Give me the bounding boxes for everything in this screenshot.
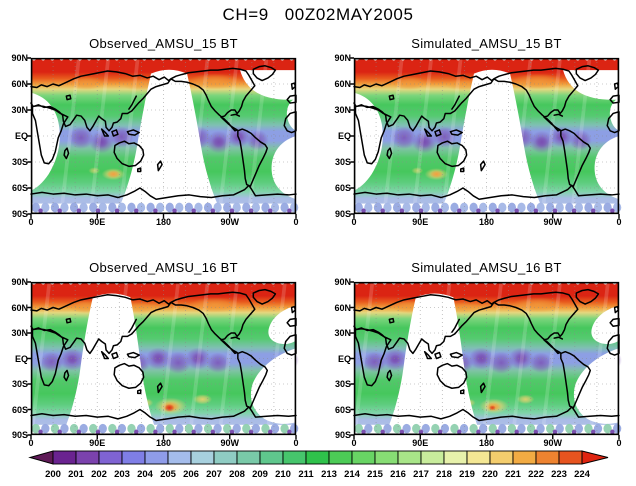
colorbar-tick-label: 203 <box>114 469 130 480</box>
lon-label: 0 <box>351 438 357 448</box>
lon-label: 90E <box>89 438 106 448</box>
colorbar-tick-label: 213 <box>321 469 337 480</box>
lat-label: 30N <box>334 105 351 115</box>
colorbar-tick-label: 205 <box>160 469 177 480</box>
lon-label: 180 <box>478 438 495 448</box>
lon-label: 0 <box>28 217 34 227</box>
panel-title: Simulated_AMSU_15 BT <box>411 36 562 51</box>
map-observed-amsu-15-bt <box>31 54 304 214</box>
lat-label: 30S <box>334 379 351 389</box>
colorbar-tick-label: 214 <box>344 469 361 480</box>
lon-label: 180 <box>155 438 172 448</box>
lat-label: 60S <box>11 404 28 415</box>
lon-label: 0 <box>293 438 299 448</box>
lon-label: 0 <box>28 438 34 448</box>
colorbar-tick-label: 220 <box>482 469 498 480</box>
lat-label: EQ <box>14 353 28 364</box>
lat-label: EQ <box>337 131 351 141</box>
colorbar-tick-label: 208 <box>229 469 245 480</box>
panel-observed-amsu-15-bt: Observed_AMSU_15 BT 90N 60N 30N EQ 30S 60S 90S 0… <box>0 34 305 236</box>
lat-label: 30S <box>11 157 28 167</box>
colorbar-left-arrow <box>28 450 54 465</box>
colorbar-tick-label: 209 <box>252 469 268 480</box>
lon-label: 90E <box>89 217 106 227</box>
lat-label: 90N <box>334 277 351 287</box>
colorbar: 200 201 202 203 204 205 206 207 208 209 210 211 213 2… <box>28 450 609 480</box>
lon-label: 180 <box>155 217 172 227</box>
colorbar-tick-label: 206 <box>183 469 199 480</box>
lon-label: 90E <box>412 217 429 227</box>
lat-label: 30N <box>334 328 351 338</box>
colorbar-tick-label: 201 <box>68 469 85 480</box>
panel-title: Observed_AMSU_16 BT <box>89 260 238 275</box>
colorbar-tick-label: 210 <box>275 469 291 480</box>
lat-label: 60S <box>11 183 28 193</box>
colorbar-tick-label: 200 <box>45 469 61 480</box>
lon-label: 90E <box>412 438 429 448</box>
panel-observed-amsu-16-bt: Observed_AMSU_16 BT 90N 60N 30N EQ 30S 60S 90S 0… <box>0 258 305 457</box>
panel-title: Simulated_AMSU_16 BT <box>411 260 562 275</box>
lat-label: 30S <box>11 379 28 389</box>
colorbar-right-arrow <box>581 450 609 465</box>
lat-label: EQ <box>14 131 28 141</box>
lat-label: 90S <box>11 430 28 440</box>
colorbar-tick-label: 221 <box>505 469 522 480</box>
colorbar-tick-label: 219 <box>459 469 475 480</box>
colorbar-tick-label: 207 <box>206 469 222 480</box>
colorbar-tick-label: 216 <box>390 469 406 480</box>
lat-label: 60N <box>334 79 351 89</box>
lon-label: 0 <box>616 217 622 227</box>
map-observed-amsu-16-bt <box>31 278 304 435</box>
lat-label: 30N <box>11 105 28 115</box>
lon-label: 180 <box>478 217 495 227</box>
lat-label: 30N <box>11 328 28 338</box>
lon-label: 0 <box>616 438 622 448</box>
lat-label: 90S <box>11 209 28 219</box>
panel-simulated-amsu-15-bt: Simulated_AMSU_15 BT 90N 60N 30N EQ 30S 60S 90S… <box>323 34 628 236</box>
lat-label: 60S <box>334 183 351 193</box>
map-simulated-amsu-15-bt <box>354 54 627 214</box>
lon-label: 0 <box>293 217 299 227</box>
lat-label: 90S <box>334 430 351 440</box>
lat-label: 60N <box>11 79 28 89</box>
lat-label: 60N <box>11 302 28 313</box>
colorbar-tick-label: 211 <box>298 469 314 480</box>
colorbar-tick-label: 202 <box>91 469 107 480</box>
lat-label: 30S <box>334 157 351 167</box>
colorbar-tick-label: 224 <box>574 469 591 480</box>
lat-label: 90N <box>334 53 351 63</box>
figure-title: CH=9 00Z02MAY2005 <box>222 5 414 24</box>
panel-simulated-amsu-16-bt: Simulated_AMSU_16 BT 90N 60N 30N EQ 30S 60S 90S… <box>323 258 628 457</box>
lat-label: 60S <box>334 404 351 415</box>
lat-label: 90N <box>11 53 28 63</box>
map-simulated-amsu-16-bt <box>354 278 627 435</box>
panel-title: Observed_AMSU_15 BT <box>89 36 238 51</box>
lat-label: EQ <box>337 353 351 364</box>
colorbar-tick-label: 217 <box>413 469 429 480</box>
lon-label: 90W <box>220 217 239 227</box>
colorbar-tick-label: 204 <box>137 469 154 480</box>
lon-label: 90W <box>220 438 239 448</box>
lat-label: 60N <box>334 302 351 313</box>
colorbar-tick-label: 218 <box>436 469 452 480</box>
lon-label: 0 <box>351 217 357 227</box>
lat-label: 90S <box>334 209 351 219</box>
lat-label: 90N <box>11 277 28 287</box>
colorbar-tick-label: 222 <box>528 469 544 480</box>
colorbar-tick-label: 223 <box>551 469 567 480</box>
lon-label: 90W <box>543 438 562 448</box>
lon-label: 90W <box>543 217 562 227</box>
colorbar-tick-label: 215 <box>367 469 384 480</box>
